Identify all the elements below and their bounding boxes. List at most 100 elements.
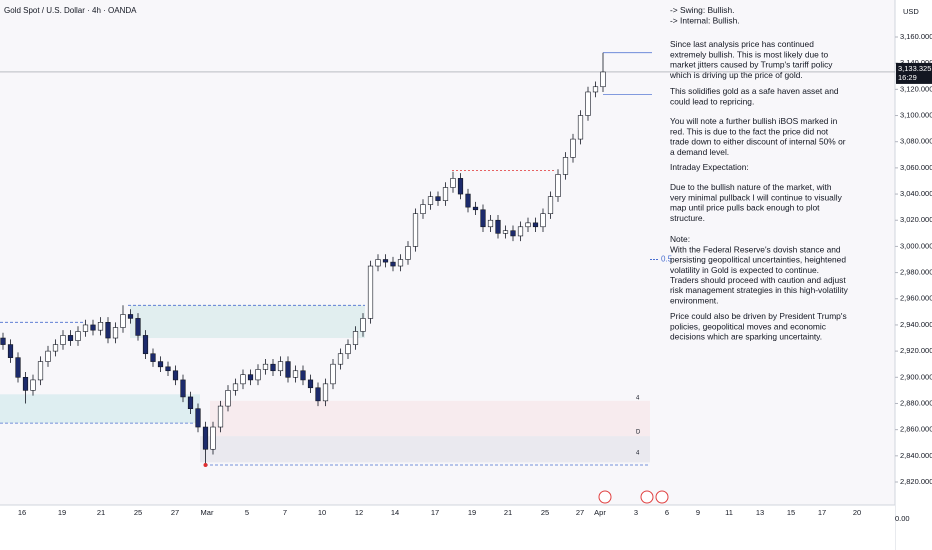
candle-body xyxy=(270,363,276,372)
candle-body xyxy=(442,187,449,201)
note-line: persisting geopolitical uncertainties, h… xyxy=(670,255,846,265)
event-icon xyxy=(655,490,669,504)
candle-body xyxy=(52,344,59,352)
zone xyxy=(0,394,200,424)
x-tick-label: 17 xyxy=(431,508,439,517)
candle-body xyxy=(255,369,261,381)
candle-body xyxy=(22,376,29,391)
x-tick-label: 16 xyxy=(18,508,26,517)
candle-body xyxy=(210,426,216,450)
candle-body xyxy=(292,370,299,378)
candle-body xyxy=(127,314,134,319)
time-axis-bg xyxy=(0,505,895,550)
candle-body xyxy=(382,259,389,263)
candle-body xyxy=(555,174,561,197)
candle-body xyxy=(330,363,336,385)
note-line: Note: xyxy=(670,234,690,244)
x-tick-label: 9 xyxy=(696,508,700,517)
y-tick-label: 3,080.000 xyxy=(900,137,932,146)
candle-body xyxy=(285,361,291,378)
candle-body xyxy=(217,405,224,428)
candle-body xyxy=(120,314,126,328)
volume-axis-label: 0.00 xyxy=(895,514,910,523)
candle-body xyxy=(195,408,201,428)
note-line: Since last analysis price has continued xyxy=(670,39,814,49)
candle-body xyxy=(420,204,426,214)
x-tick-label: 17 xyxy=(818,508,826,517)
candle-body xyxy=(322,383,329,402)
candle-body xyxy=(397,259,404,267)
x-tick-label: 12 xyxy=(355,508,363,517)
candle-body xyxy=(390,261,396,267)
y-tick-label: 3,060.000 xyxy=(900,163,932,172)
note-line: market jitters caused by Trump's tariff … xyxy=(670,60,833,70)
x-tick-label: Mar xyxy=(201,508,214,517)
marker-label: 4 xyxy=(636,451,640,457)
candle-body xyxy=(15,357,21,378)
candle-body xyxy=(345,344,351,355)
candle-body xyxy=(172,370,179,381)
candle-body xyxy=(465,193,471,208)
note-line: red. This is due to the fact the price d… xyxy=(670,126,829,136)
candle-body xyxy=(427,196,434,205)
candle-body xyxy=(375,259,381,267)
candle-body xyxy=(232,383,239,391)
candle-body xyxy=(495,219,501,234)
candle-body xyxy=(547,196,554,214)
candle-body xyxy=(517,226,524,237)
candle-body xyxy=(225,390,231,407)
note-line: Intraday Expectation: xyxy=(670,162,749,172)
candle-body xyxy=(457,178,464,195)
x-tick-label: 7 xyxy=(283,508,287,517)
last-price-label: 3,133.325 xyxy=(898,64,931,73)
candle-body xyxy=(262,363,269,370)
event-icons xyxy=(598,490,669,504)
y-tick-label: 3,120.000 xyxy=(900,84,932,93)
x-tick-label: 21 xyxy=(97,508,105,517)
candle-body xyxy=(150,353,156,362)
x-tick-label: 10 xyxy=(318,508,326,517)
x-tick-label: 25 xyxy=(541,508,549,517)
note-line: environment. xyxy=(670,295,718,305)
candle-body xyxy=(315,387,321,402)
x-tick-label: 13 xyxy=(756,508,764,517)
candle-body xyxy=(30,379,36,391)
candle-body xyxy=(307,379,314,389)
y-tick-label: 2,840.000 xyxy=(900,451,932,460)
note-line: policies, geopolitical moves and economi… xyxy=(670,321,826,331)
candle-body xyxy=(240,374,246,385)
y-tick-label: 3,040.000 xyxy=(900,189,932,198)
candle-body xyxy=(135,318,141,336)
candle-body xyxy=(450,178,456,188)
note-line: You will note a further bullish iBOS mar… xyxy=(670,116,838,126)
candle-body xyxy=(540,213,546,228)
last-price-box xyxy=(896,62,932,84)
note-line: Traders should proceed with caution and … xyxy=(670,275,846,285)
candle-body xyxy=(277,361,284,372)
y-tick-label: 2,880.000 xyxy=(900,398,932,407)
note-line: trade down to either discount of interna… xyxy=(670,137,846,147)
candle-body xyxy=(82,324,89,332)
candle-body xyxy=(165,366,171,372)
candle-body xyxy=(67,335,74,341)
note-line: With the Federal Reserve's dovish stance… xyxy=(670,244,841,254)
candle-body xyxy=(7,344,14,358)
note-line: Due to the bullish nature of the market,… xyxy=(670,182,832,192)
candle-body xyxy=(532,222,539,228)
candle-body xyxy=(487,219,494,228)
candle-body xyxy=(435,196,441,201)
swing-low-dot xyxy=(203,462,208,467)
candle-body xyxy=(187,396,194,410)
x-tick-label: 27 xyxy=(171,508,179,517)
candle-body xyxy=(37,361,44,381)
candle-body xyxy=(592,86,599,93)
event-icon xyxy=(640,490,654,504)
candle-body xyxy=(180,379,186,398)
y-tick-label: 3,100.000 xyxy=(900,111,932,120)
candle-body xyxy=(600,71,606,88)
candle-body xyxy=(405,246,411,260)
x-tick-label: 20 xyxy=(853,508,861,517)
candle-body xyxy=(0,337,6,345)
note-line: risk management strategies in this high-… xyxy=(670,285,849,295)
event-icon xyxy=(598,490,612,504)
